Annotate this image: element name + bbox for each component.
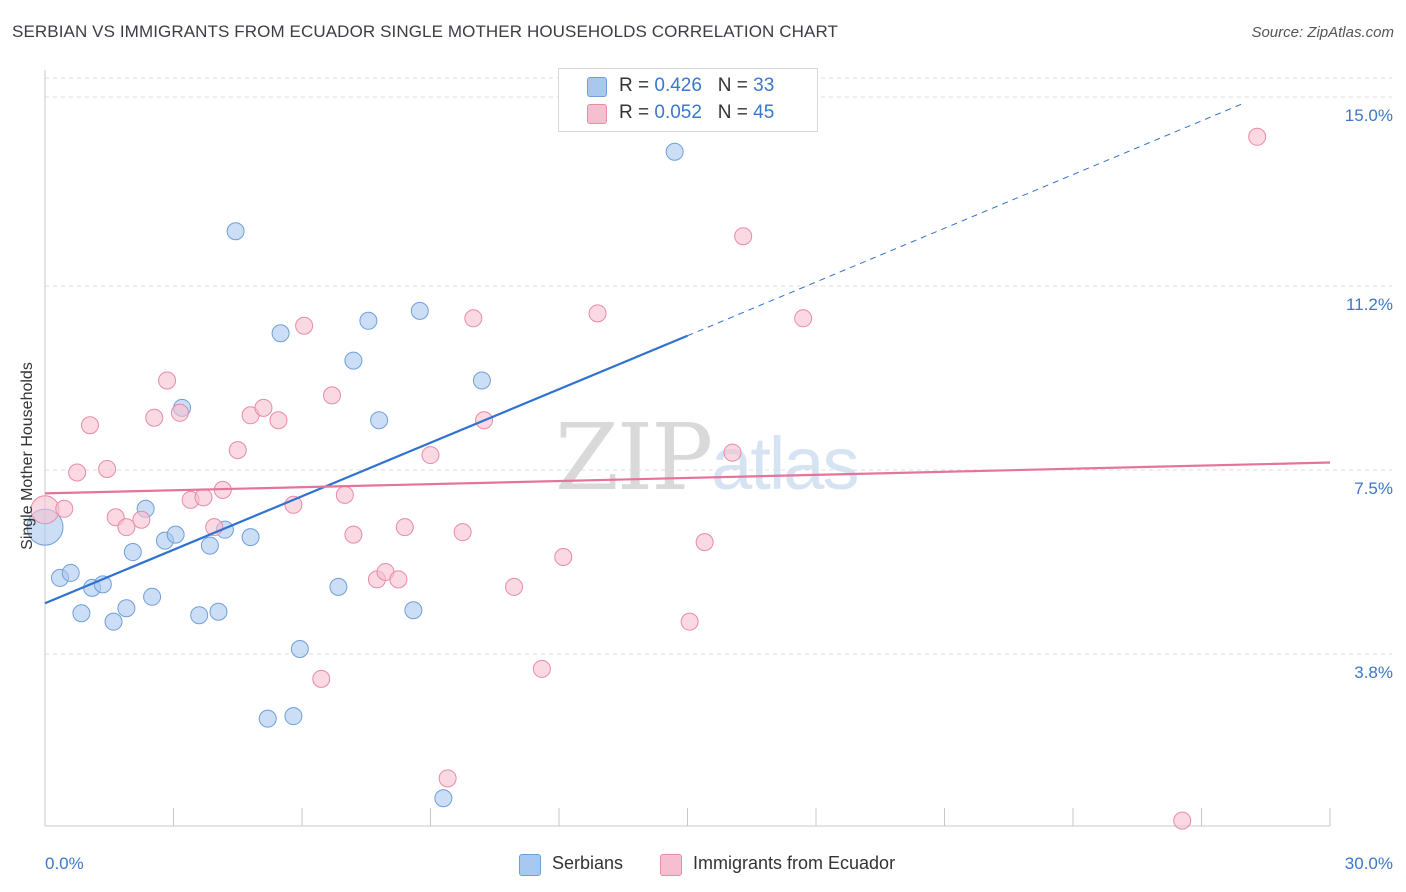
ecuador-point <box>98 459 117 478</box>
legend-r-label: R = <box>619 75 655 96</box>
ecuador-point <box>145 408 164 427</box>
serbians-point <box>665 142 684 161</box>
serbians-point <box>200 536 219 555</box>
legend-n-value-ecuador: 45 <box>753 102 775 123</box>
legend-text-serbians: R = 0.426 N = 33 <box>619 75 774 97</box>
y-tick-label: 7.5% <box>1354 479 1393 498</box>
ecuador-point <box>55 499 74 518</box>
serbians-point <box>370 411 389 430</box>
serbians-point <box>404 601 423 620</box>
ecuador-point <box>389 570 408 589</box>
ecuador-point <box>269 411 288 430</box>
serbians-point <box>166 525 185 544</box>
ecuador-point <box>453 523 472 542</box>
ecuador-trend-line <box>44 461 1331 495</box>
ecuador-point <box>395 518 414 537</box>
ecuador-point <box>1173 811 1192 830</box>
legend-r-value-serbians: 0.426 <box>654 75 702 96</box>
legend-n-label: N = <box>717 75 754 96</box>
serbians-point <box>72 604 91 623</box>
x-tick-label-min: 0.0% <box>45 854 84 873</box>
ecuador-point <box>194 488 213 507</box>
serbians-point <box>241 528 260 547</box>
legend-swatch-serbians <box>587 77 607 97</box>
bottom-legend-label-serbians: Serbians <box>552 853 624 873</box>
ecuador-point <box>80 416 99 435</box>
serbians-trend-line <box>44 334 688 605</box>
source-label: Source: ZipAtlas.com <box>1251 24 1394 41</box>
ecuador-point <box>295 316 314 335</box>
legend-n-value-serbians: 33 <box>753 75 775 96</box>
serbians-point <box>190 606 209 625</box>
ecuador-point <box>464 309 483 328</box>
ecuador-point <box>335 485 354 504</box>
y-tick-label: 15.0% <box>1345 106 1393 125</box>
bottom-legend-swatch-ecuador <box>660 854 682 876</box>
ecuador-point <box>723 443 742 462</box>
ecuador-point <box>312 669 331 688</box>
legend-r-value-ecuador: 0.052 <box>654 102 702 123</box>
ecuador-point <box>117 518 136 537</box>
serbians-point <box>271 324 290 343</box>
watermark: ZIPatlas <box>555 404 859 511</box>
ecuador-point <box>132 510 151 529</box>
ecuador-point <box>695 533 714 552</box>
x-tick-label-max: 30.0% <box>1345 854 1393 873</box>
serbians-point <box>344 351 363 370</box>
y-tick-label: 11.2% <box>1346 295 1393 314</box>
serbians-point <box>226 222 245 241</box>
watermark-zip: ZIP <box>555 404 713 511</box>
ecuador-point <box>254 398 273 417</box>
serbians-point <box>410 301 429 320</box>
serbians-trend-extension <box>687 102 1245 337</box>
serbians-point <box>290 640 309 659</box>
ecuador-point <box>421 446 440 465</box>
ecuador-point <box>438 769 457 788</box>
y-axis-label: Single Mother Households <box>19 362 36 550</box>
bottom-legend-swatch-serbians <box>519 854 541 876</box>
ecuador-point <box>1248 127 1267 146</box>
legend-text-ecuador: R = 0.052 N = 45 <box>619 102 774 124</box>
ecuador-point <box>505 577 524 596</box>
serbians-point <box>472 371 491 390</box>
serbians-point <box>329 577 348 596</box>
ecuador-point <box>170 403 189 422</box>
bottom-legend-label-ecuador: Immigrants from Ecuador <box>693 853 896 873</box>
ecuador-point <box>794 309 813 328</box>
legend-n-label: N = <box>717 102 754 123</box>
serbians-point <box>123 543 142 562</box>
serbians-point <box>209 602 228 621</box>
y-tick-label: 3.8% <box>1354 663 1393 682</box>
serbians-point <box>104 612 123 631</box>
ecuador-point <box>554 548 573 567</box>
ecuador-point <box>322 386 341 405</box>
ecuador-point <box>588 304 607 323</box>
ecuador-point <box>228 441 247 460</box>
legend-swatch-ecuador <box>587 104 607 124</box>
ecuador-point <box>680 612 699 631</box>
serbians-point <box>284 707 303 726</box>
legend-r-label: R = <box>619 102 655 123</box>
serbians-point <box>61 563 80 582</box>
ecuador-point <box>68 463 87 482</box>
ecuador-point <box>344 525 363 544</box>
watermark-atlas: atlas <box>711 422 859 505</box>
chart-title: SERBIAN VS IMMIGRANTS FROM ECUADOR SINGL… <box>12 22 838 41</box>
serbians-point <box>258 709 277 728</box>
serbians-point <box>117 599 136 618</box>
correlation-legend: R = 0.426 N = 33 R = 0.052 N = 45 <box>558 68 818 132</box>
serbians-point <box>434 789 453 808</box>
ecuador-point <box>532 659 551 678</box>
serbians-point <box>359 311 378 330</box>
serbians-point <box>143 587 162 606</box>
ecuador-point <box>158 371 177 390</box>
ecuador-point <box>734 227 753 246</box>
